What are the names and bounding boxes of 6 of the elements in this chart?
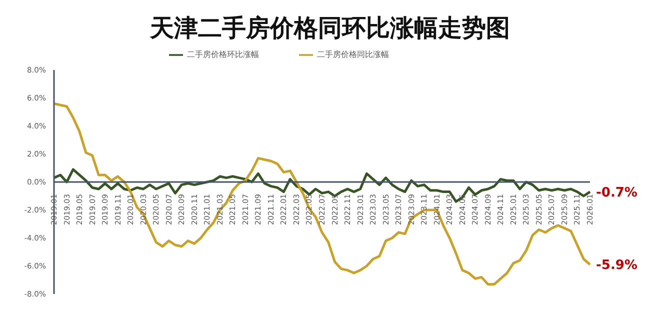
annotation: -5.9%: [596, 258, 638, 274]
chart-title: 天津二手房价格同环比涨幅走势图: [148, 13, 511, 44]
annotation: -0.7%: [596, 185, 638, 200]
legend-label: 二手房价格环比涨幅: [187, 50, 259, 60]
legend-label: 二手房价格同比涨幅: [317, 50, 389, 60]
line-series: [52, 102, 592, 286]
